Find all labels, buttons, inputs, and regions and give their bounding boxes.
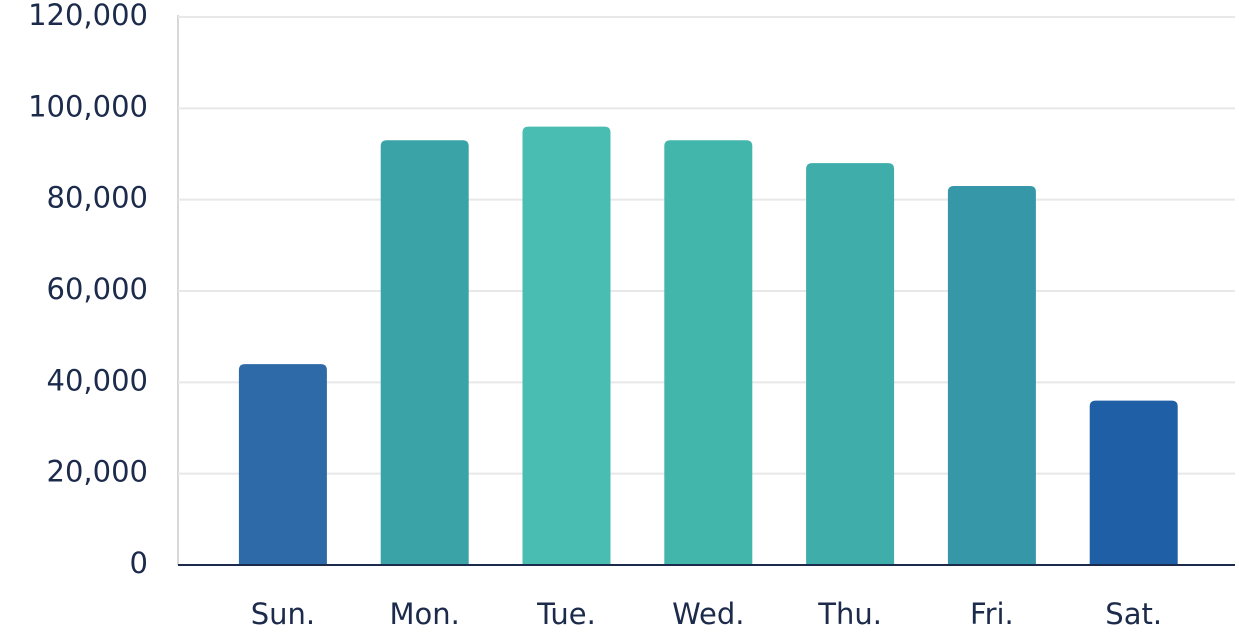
bar — [947, 185, 1036, 565]
bar — [806, 163, 895, 565]
x-tick-label: Wed. — [672, 597, 744, 631]
y-tick-label: 120,000 — [28, 0, 148, 32]
x-tick-label: Mon. — [390, 597, 460, 631]
x-tick-label: Thu. — [817, 597, 882, 631]
bar — [664, 140, 753, 566]
y-tick-label: 60,000 — [47, 272, 148, 306]
x-tick-label: Sat. — [1105, 597, 1162, 631]
y-tick-label: 40,000 — [47, 363, 148, 397]
y-tick-label: 80,000 — [47, 181, 148, 215]
bar — [1089, 400, 1178, 565]
y-tick-label: 100,000 — [28, 89, 148, 123]
y-tick-label: 0 — [130, 546, 148, 580]
bar — [522, 126, 611, 565]
x-tick-label: Tue. — [536, 597, 596, 631]
y-tick-label: 20,000 — [47, 455, 148, 489]
bar — [380, 140, 469, 566]
bar — [238, 364, 327, 565]
x-tick-label: Fri. — [970, 597, 1014, 631]
x-tick-label: Sun. — [251, 597, 315, 631]
